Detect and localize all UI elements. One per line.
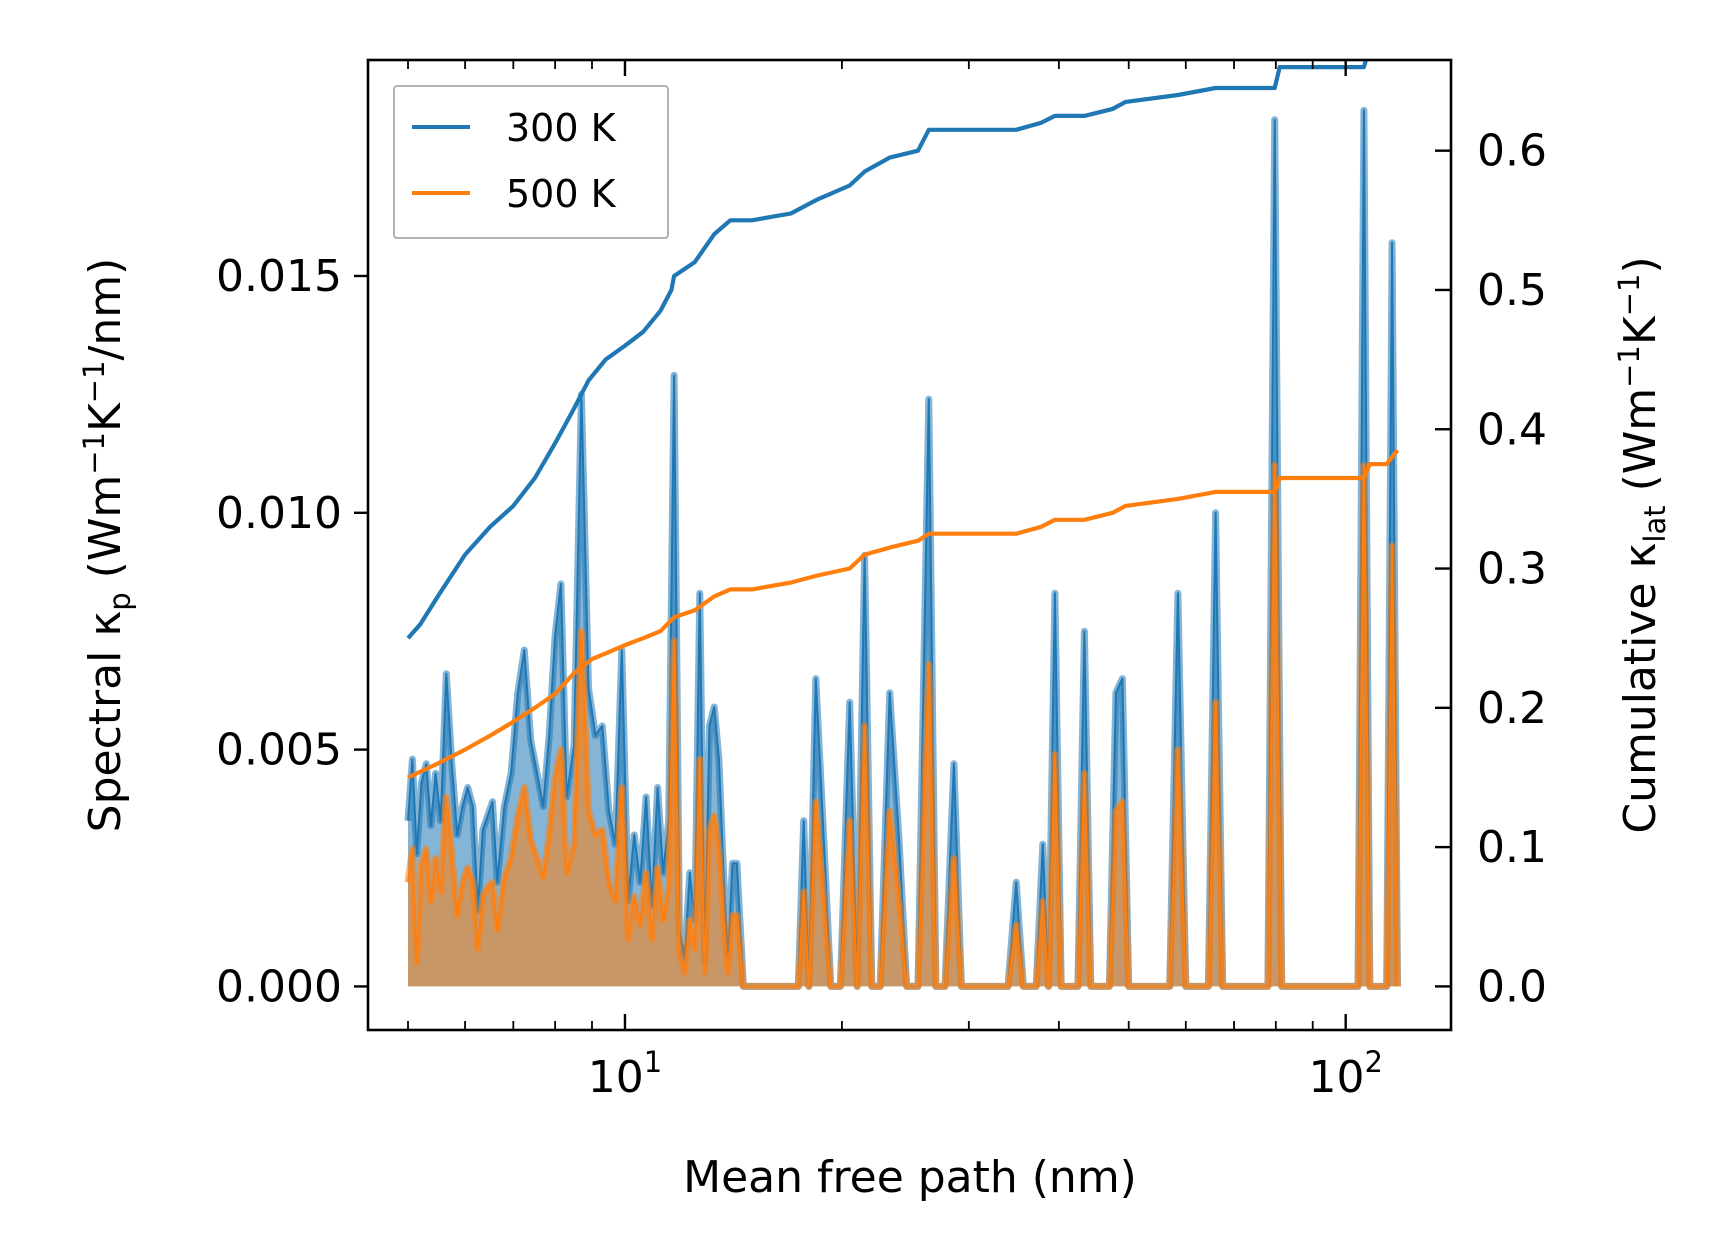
left-ylabel-mid: (Wm bbox=[80, 475, 131, 593]
left-y-axis-label: Spectral κp (Wm−1K−1/nm) bbox=[77, 258, 137, 833]
right-ylabel-suffix: ) bbox=[1615, 256, 1666, 273]
left-tick-label-0.015: 0.015 bbox=[216, 251, 342, 302]
right-tick-label-0.1: 0.1 bbox=[1477, 822, 1547, 873]
axis-ticks-group: 101 102 0.000 0.005 0.010 0.015 0.0 0.1 0.2 0.3 0.… bbox=[216, 60, 1547, 1103]
spectral-series-group bbox=[404, 106, 1401, 990]
right-tick-label-0.4: 0.4 bbox=[1477, 404, 1547, 455]
left-ylabel-mid2: K bbox=[80, 402, 131, 432]
left-ylabel-sup1: −1 bbox=[77, 432, 111, 475]
plot-frame bbox=[366, 58, 1453, 1032]
right-ylabel-mid2: K bbox=[1615, 315, 1666, 345]
legend: 300 K 500 K bbox=[393, 85, 669, 239]
legend-label-500k: 500 K bbox=[506, 172, 617, 216]
right-ylabel-sub: lat bbox=[1638, 505, 1672, 542]
spectral-area-500k bbox=[408, 465, 1398, 987]
legend-box bbox=[393, 85, 669, 239]
spectral-line-500k bbox=[407, 464, 1399, 988]
right-tick-label-0.0: 0.0 bbox=[1477, 961, 1547, 1012]
left-ylabel-sub: p bbox=[103, 592, 137, 610]
cumulative-series-group bbox=[406, 60, 1400, 780]
cumulative-line-500k bbox=[407, 448, 1400, 780]
x-tick-label-100: 102 bbox=[1308, 1045, 1382, 1103]
left-ylabel-suffix: /nm) bbox=[80, 258, 131, 361]
cumulative-line-300k bbox=[406, 60, 1369, 640]
x-tick-label-10: 101 bbox=[588, 1045, 662, 1103]
right-ylabel-mid: (Wm bbox=[1615, 388, 1666, 506]
legend-label-300k: 300 K bbox=[506, 106, 617, 150]
right-tick-label-0.2: 0.2 bbox=[1477, 683, 1547, 734]
x-axis-label: Mean free path (nm) bbox=[683, 1152, 1137, 1203]
left-tick-label-0.005: 0.005 bbox=[216, 725, 342, 776]
left-ylabel-sup2: −1 bbox=[77, 360, 111, 403]
right-tick-label-0.5: 0.5 bbox=[1477, 265, 1547, 316]
right-tick-label-0.6: 0.6 bbox=[1477, 126, 1547, 177]
left-ylabel-prefix: Spectral κ bbox=[80, 611, 131, 833]
right-y-axis-label: Cumulative κlat (Wm−1K−1) bbox=[1612, 256, 1672, 833]
right-ylabel-sup2: −1 bbox=[1612, 274, 1646, 317]
left-tick-label-0.010: 0.010 bbox=[216, 488, 342, 539]
right-ylabel-prefix: Cumulative κ bbox=[1615, 543, 1666, 834]
right-ylabel-sup1: −1 bbox=[1612, 345, 1646, 388]
left-tick-label-0.000: 0.000 bbox=[216, 961, 342, 1012]
right-tick-label-0.3: 0.3 bbox=[1477, 544, 1547, 595]
